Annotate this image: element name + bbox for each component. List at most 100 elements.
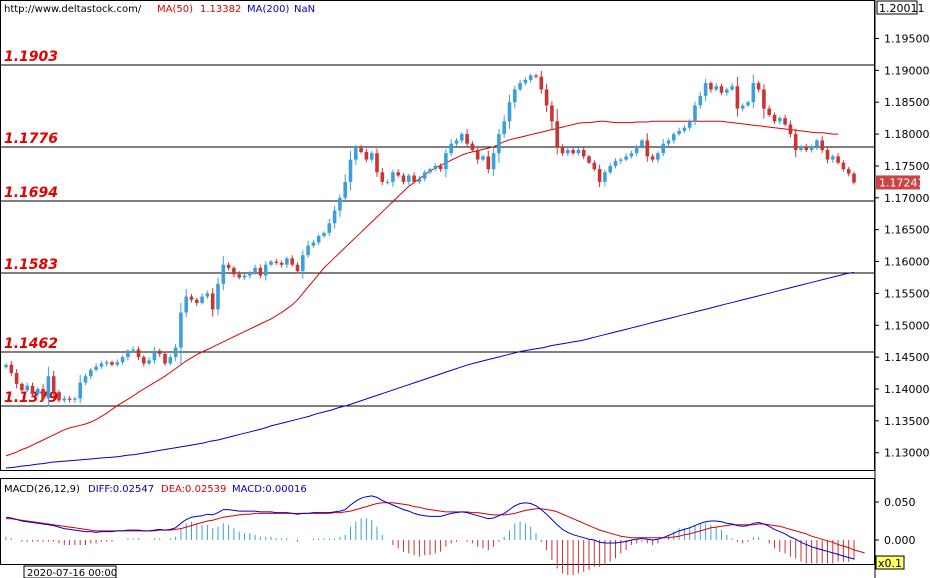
candle-up bbox=[94, 366, 98, 370]
candle-up bbox=[566, 150, 570, 154]
candle-up bbox=[173, 347, 178, 358]
candle-up bbox=[306, 245, 310, 256]
candle-up bbox=[205, 293, 210, 297]
candle-down bbox=[438, 165, 443, 170]
site-url[interactable]: http://www.deltastock.com/ bbox=[4, 4, 142, 15]
macd-scale-value[interactable]: x0.1 bbox=[878, 557, 902, 570]
candle-up bbox=[78, 382, 82, 399]
candle-up bbox=[815, 140, 819, 147]
candle-up bbox=[613, 160, 618, 166]
candle-down bbox=[719, 86, 724, 93]
candle-down bbox=[226, 264, 231, 268]
candle-down bbox=[9, 364, 14, 374]
price-tick-label: 1.19500 bbox=[884, 32, 930, 45]
candle-down bbox=[762, 89, 766, 109]
last-price-box bbox=[876, 175, 920, 190]
candle-up bbox=[518, 83, 522, 90]
candle-up bbox=[730, 86, 734, 90]
price-tick-label: 1.17000 bbox=[884, 192, 930, 205]
candle-up bbox=[454, 140, 459, 144]
candle-down bbox=[412, 175, 416, 182]
candle-up bbox=[83, 376, 88, 383]
candle-up bbox=[449, 143, 453, 154]
candle-down bbox=[825, 150, 830, 160]
candle-down bbox=[846, 169, 851, 174]
top-price-value: 1.20011 bbox=[879, 2, 925, 15]
candle-up bbox=[89, 369, 93, 377]
level-label: 1.1583 bbox=[4, 257, 58, 273]
price-tick-label: 1.16000 bbox=[884, 256, 930, 269]
candle-down bbox=[57, 392, 61, 401]
candle-down bbox=[136, 349, 141, 358]
candle-down bbox=[195, 299, 199, 303]
candle-down bbox=[852, 173, 856, 183]
candle-down bbox=[465, 134, 469, 144]
date-label: 2020-07-16 00:00 bbox=[27, 568, 117, 578]
candle-down bbox=[189, 296, 194, 300]
candle-up bbox=[433, 165, 438, 170]
candle-down bbox=[539, 76, 544, 90]
candle-up bbox=[687, 121, 692, 128]
price-tick-label: 1.19000 bbox=[884, 64, 930, 77]
candle-down bbox=[650, 156, 655, 160]
candle-up bbox=[666, 140, 671, 144]
candle-down bbox=[396, 172, 400, 176]
candle-down bbox=[237, 274, 241, 278]
candle-up bbox=[693, 105, 697, 122]
candle-down bbox=[560, 146, 565, 154]
candle-up bbox=[332, 210, 337, 224]
candle-down bbox=[475, 150, 480, 160]
candle-down bbox=[51, 376, 56, 393]
candle-up bbox=[746, 102, 750, 106]
candle-down bbox=[597, 169, 602, 182]
candle-up bbox=[253, 267, 257, 274]
candle-down bbox=[295, 264, 300, 272]
candle-up bbox=[417, 178, 422, 182]
candle-down bbox=[587, 156, 591, 163]
level-label: 1.1903 bbox=[4, 49, 58, 65]
candle-up bbox=[603, 172, 607, 182]
macd-tick-label: 0.050 bbox=[884, 496, 916, 509]
last-price-value: 1.17241 bbox=[879, 176, 925, 189]
candle-down bbox=[364, 151, 369, 160]
candle-up bbox=[677, 130, 681, 135]
level-label: 1.1694 bbox=[4, 185, 58, 201]
candle-up bbox=[62, 398, 67, 401]
candle-up bbox=[444, 153, 448, 170]
macd-scale-box[interactable] bbox=[875, 555, 905, 570]
candle-up bbox=[640, 140, 644, 147]
price-tick-label: 1.15000 bbox=[884, 319, 930, 332]
candle-up bbox=[269, 261, 273, 265]
candle-up bbox=[740, 105, 745, 109]
candle-up bbox=[184, 296, 188, 313]
last-price-marker: 1.17241 bbox=[876, 175, 925, 190]
candle-up bbox=[73, 398, 77, 400]
candle-down bbox=[163, 353, 167, 364]
candle-up bbox=[242, 275, 247, 278]
candle-down bbox=[735, 86, 740, 109]
candle-up bbox=[656, 153, 660, 160]
candle-up bbox=[523, 79, 528, 84]
candle-up bbox=[682, 127, 687, 131]
candle-up bbox=[491, 153, 496, 170]
ma50-label: MA(50) bbox=[157, 4, 193, 15]
candle-up bbox=[513, 89, 517, 103]
candle-up bbox=[200, 296, 204, 303]
candle-up bbox=[831, 156, 835, 160]
candle-up bbox=[327, 223, 332, 233]
candle-down bbox=[555, 121, 559, 147]
candle-up bbox=[126, 350, 130, 358]
candles bbox=[4, 70, 856, 407]
candle-down bbox=[767, 108, 771, 115]
candle-up bbox=[4, 364, 8, 368]
candle-up bbox=[263, 264, 268, 276]
candle-up bbox=[25, 385, 29, 391]
candle-down bbox=[534, 75, 538, 77]
macd-axis: 0.050 0.000 x0.1 bbox=[875, 496, 916, 570]
price-tick-label: 1.16500 bbox=[884, 224, 930, 237]
candle-down bbox=[232, 267, 236, 275]
candle-up bbox=[672, 134, 676, 141]
candle-down bbox=[820, 140, 824, 151]
